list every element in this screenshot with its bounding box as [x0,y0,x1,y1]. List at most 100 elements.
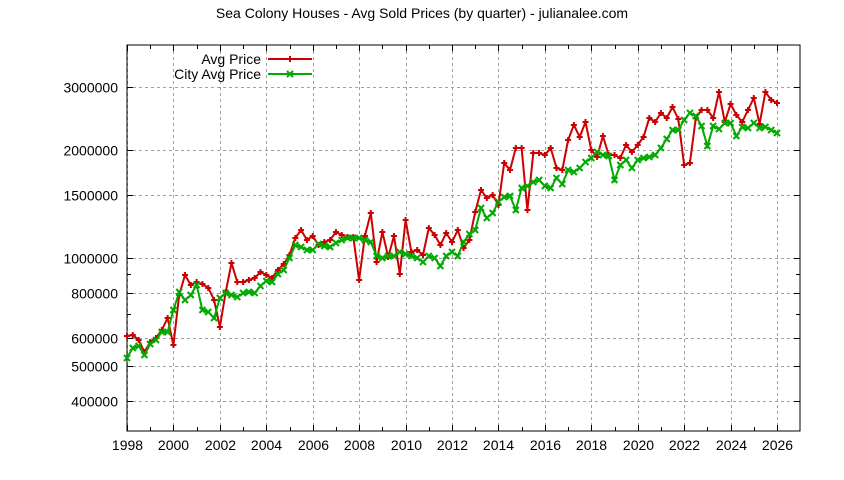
data-point-marker [297,243,305,251]
data-point-marker [761,123,770,131]
data-point-marker [291,241,300,249]
data-point-marker [309,246,317,254]
data-point-marker [489,192,496,198]
data-point-marker [710,115,717,121]
data-point-marker [361,233,368,239]
data-point-marker [146,340,154,348]
y-tick-label: 1000000 [63,251,118,267]
x-tick-label: 2026 [762,437,793,453]
x-tick-label: 2020 [623,437,654,453]
y-tick-label: 3000000 [63,80,118,96]
data-point-marker [466,237,473,243]
data-point-marker [384,252,392,260]
data-point-marker [755,124,764,132]
data-point-marker [727,101,734,107]
data-point-marker [262,277,270,285]
data-point-marker [459,238,468,246]
data-point-marker [158,328,166,336]
data-point-marker [326,243,334,251]
data-point-marker [698,107,705,113]
data-point-marker [546,184,555,192]
data-point-marker [379,229,386,235]
data-point-marker [448,248,456,256]
data-point-marker [483,214,491,222]
data-point-marker [663,115,670,121]
chart-title: Sea Colony Houses - Avg Sold Prices (by … [216,5,628,21]
data-point-marker [715,125,723,133]
data-point-marker [419,258,427,266]
data-point-marker [703,142,712,150]
data-point-marker [756,121,763,127]
data-point-marker [477,204,485,212]
data-point-marker [321,239,328,245]
data-point-marker [581,158,590,166]
data-point-marker [152,336,160,344]
data-point-marker [414,247,421,253]
data-point-marker [553,165,560,171]
data-point-marker [488,209,497,217]
data-point-marker [332,239,340,247]
grid [127,45,800,431]
data-point-marker [367,238,375,246]
data-point-marker [506,192,514,200]
data-point-marker [472,209,479,215]
data-point-marker [681,162,688,168]
data-point-marker [558,180,566,188]
data-point-marker [251,275,258,281]
x-axis: 1998 2000 2002 2004 2006 2008 2010 2012 2014 2016… [112,45,793,453]
data-point-marker [774,100,780,106]
data-point-marker [402,217,409,223]
data-point-marker [175,288,183,296]
data-point-marker [390,252,398,260]
data-point-marker [512,206,520,214]
data-point-marker [182,272,189,278]
data-point-marker [274,267,281,273]
data-point-marker [204,308,212,316]
data-point-marker [140,351,149,359]
data-point-marker [611,152,618,158]
data-point-marker [245,288,253,296]
data-point-marker [704,107,711,113]
y-tick-label: 600000 [71,331,118,347]
data-point-marker [640,134,647,140]
series-group [123,89,781,362]
data-point-marker [210,314,218,322]
data-point-marker [419,252,426,258]
data-point-marker [436,262,445,270]
data-point-marker [593,148,601,156]
data-point-marker [686,109,694,117]
data-point-marker [646,115,653,121]
data-point-marker [314,240,323,248]
data-point-marker [739,119,746,125]
data-point-marker [697,122,706,130]
data-point-marker [221,289,230,297]
data-point-marker [565,137,572,143]
data-point-marker [327,237,334,243]
data-point-marker [211,297,218,303]
data-point-marker [494,198,503,206]
data-point-marker [576,134,583,140]
data-point-marker [274,270,282,278]
data-point-marker [744,107,751,113]
data-point-marker [437,242,444,248]
data-point-marker [378,254,387,262]
data-point-marker [320,242,329,250]
y-tick-label: 800000 [71,286,118,302]
y-axis: 400000 500000 600000 800000 1000000 1500000 20… [63,80,800,410]
data-point-marker [356,277,363,283]
data-point-marker [668,126,677,134]
data-point-marker [123,354,131,362]
data-point-marker [657,110,664,116]
x-tick-label: 2012 [437,437,468,453]
data-point-marker [431,232,438,238]
x-tick-label: 2000 [158,437,189,453]
data-point-marker [483,195,490,201]
data-point-marker [645,153,654,161]
data-point-marker [726,119,735,127]
data-point-marker [715,89,722,95]
legend: Avg Price City Avg Price [174,51,312,82]
y-tick-label: 1500000 [63,188,118,204]
data-point-marker [750,95,757,101]
data-point-marker [401,250,410,258]
data-point-marker [530,150,537,156]
